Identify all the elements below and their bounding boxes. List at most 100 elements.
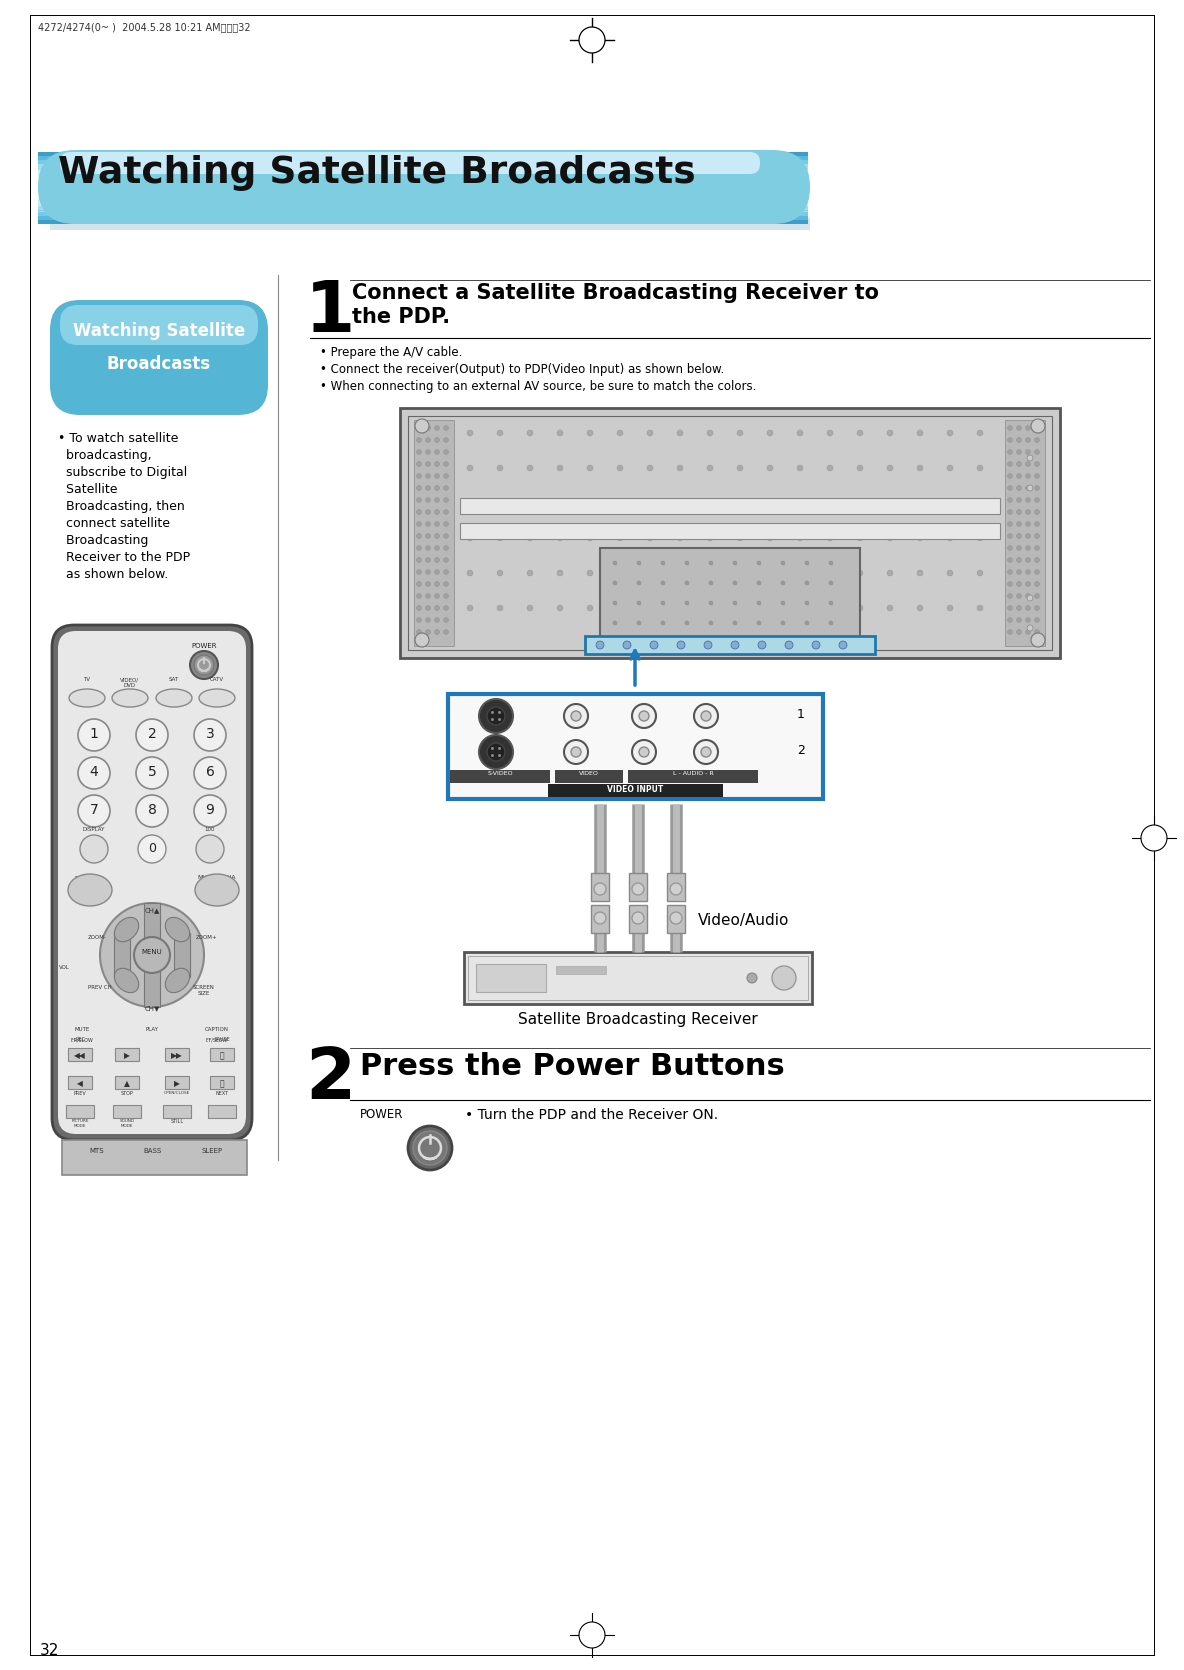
Circle shape [139,835,166,863]
Circle shape [686,621,689,625]
Circle shape [916,429,924,436]
Circle shape [1027,625,1032,631]
Bar [629,905,646,934]
Circle shape [444,618,449,623]
Circle shape [707,605,713,611]
Circle shape [487,743,506,762]
Circle shape [497,605,503,611]
Circle shape [947,534,953,541]
Bar [38,187,807,189]
Circle shape [435,618,439,623]
Circle shape [491,718,494,721]
Circle shape [733,601,736,605]
Circle shape [781,561,785,564]
Circle shape [916,534,924,541]
Circle shape [857,534,863,541]
Circle shape [556,429,564,436]
Circle shape [797,464,803,471]
Circle shape [733,581,736,584]
Circle shape [444,438,449,443]
Circle shape [194,720,226,752]
Circle shape [491,711,494,715]
Circle shape [617,534,623,541]
Circle shape [1017,558,1022,563]
Circle shape [686,581,689,584]
Text: Broadcasting: Broadcasting [58,534,148,548]
Text: MTS: MTS [90,1147,104,1154]
Text: POWER: POWER [192,643,217,650]
Text: Satellite Broadcasting Receiver: Satellite Broadcasting Receiver [519,1012,758,1027]
Bar [163,1106,191,1117]
Bar [210,1049,234,1060]
Bar [1005,419,1045,646]
Circle shape [1008,558,1012,563]
Circle shape [826,464,834,471]
Text: ◀◀: ◀◀ [75,1050,86,1060]
Bar [38,177,807,199]
Circle shape [491,746,494,750]
Circle shape [947,569,953,576]
Circle shape [1035,606,1040,611]
Circle shape [444,581,449,586]
Circle shape [466,464,472,471]
Circle shape [498,711,501,715]
Circle shape [491,755,494,757]
Circle shape [444,509,449,514]
Text: 1: 1 [90,726,98,741]
Text: 100: 100 [205,827,215,832]
Text: Connect a Satellite Broadcasting Receiver to: Connect a Satellite Broadcasting Receive… [352,282,879,302]
Bar [66,1106,94,1117]
Text: • Turn the PDP and the Receiver ON.: • Turn the PDP and the Receiver ON. [465,1107,719,1122]
Circle shape [417,630,422,635]
Text: STILL: STILL [170,1119,184,1124]
Circle shape [435,461,439,466]
Circle shape [497,464,503,471]
Circle shape [646,464,654,471]
Text: ▶: ▶ [124,1050,130,1060]
FancyBboxPatch shape [52,625,252,1141]
Ellipse shape [195,873,239,907]
Circle shape [707,464,713,471]
Circle shape [527,499,533,506]
Circle shape [416,419,429,433]
Circle shape [189,651,218,680]
Text: 32: 32 [40,1643,59,1658]
Bar [600,548,860,638]
Text: SAT: SAT [169,676,179,681]
Text: TV: TV [84,676,90,681]
Bar [115,1075,139,1089]
Circle shape [1008,426,1012,431]
Circle shape [709,561,713,564]
Circle shape [435,486,439,491]
Circle shape [1025,438,1030,443]
Circle shape [527,429,533,436]
Circle shape [694,740,718,763]
Circle shape [1017,521,1022,526]
Text: PLAY: PLAY [146,1027,159,1032]
Circle shape [736,605,744,611]
Circle shape [1017,581,1022,586]
Circle shape [977,464,983,471]
Circle shape [632,883,644,895]
Text: TV/VIDEO: TV/VIDEO [75,875,105,880]
Circle shape [1035,521,1040,526]
Bar [62,1141,247,1176]
Bar [628,770,758,783]
Circle shape [444,593,449,598]
Text: 7: 7 [90,803,98,817]
Circle shape [425,449,431,454]
Circle shape [947,499,953,506]
Circle shape [797,534,803,541]
Text: connect satellite: connect satellite [58,518,170,529]
Circle shape [617,464,623,471]
Circle shape [826,534,834,541]
Circle shape [497,429,503,436]
Circle shape [425,606,431,611]
Circle shape [857,464,863,471]
Text: CH▼: CH▼ [144,1005,160,1010]
Ellipse shape [115,917,139,942]
Circle shape [1025,449,1030,454]
Circle shape [686,601,689,605]
Circle shape [1017,461,1022,466]
Text: VOL: VOL [58,965,70,970]
